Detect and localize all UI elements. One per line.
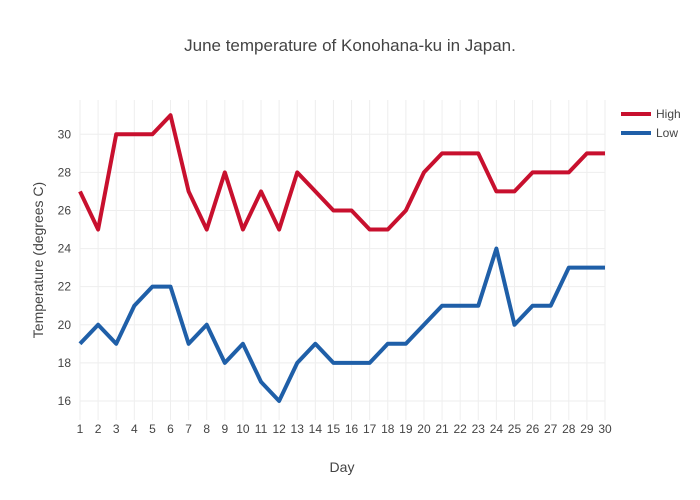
x-tick-label: 14 (309, 422, 323, 436)
y-tick-label: 28 (58, 165, 72, 179)
legend-label-low: Low (656, 126, 678, 140)
x-tick-label: 20 (417, 422, 431, 436)
x-tick-label: 9 (221, 422, 228, 436)
series-line-low (78, 246, 605, 403)
x-tick-label: 18 (381, 422, 395, 436)
legend: High Low (621, 107, 681, 140)
y-tick-label: 20 (58, 318, 72, 332)
x-tick-label: 22 (453, 422, 467, 436)
x-tick-label: 28 (562, 422, 576, 436)
x-tick-label: 6 (167, 422, 174, 436)
x-tick-label: 17 (363, 422, 377, 436)
series-line-high (78, 113, 605, 232)
x-tick-label: 4 (131, 422, 138, 436)
x-tick-label: 24 (490, 422, 504, 436)
x-axis-ticks: 1 2 3 4 5 6 7 8 9 10 11 12 13 14 15 16 17 18 19 20 21 22 23 24 2… (77, 422, 612, 436)
x-tick-label: 10 (236, 422, 250, 436)
legend-label-high: High (656, 107, 681, 121)
x-tick-label: 25 (508, 422, 522, 436)
x-tick-label: 27 (544, 422, 558, 436)
x-tick-label: 29 (580, 422, 594, 436)
y-tick-label: 16 (58, 394, 72, 408)
x-tick-label: 23 (472, 422, 486, 436)
x-tick-label: 26 (526, 422, 540, 436)
y-axis-title: Temperature (degrees C) (30, 182, 46, 338)
grid (79, 100, 606, 420)
series-lines (78, 113, 605, 403)
x-tick-label: 1 (77, 422, 84, 436)
chart-title: June temperature of Konohana-ku in Japan… (184, 36, 516, 55)
x-tick-label: 16 (345, 422, 359, 436)
x-tick-label: 2 (95, 422, 102, 436)
y-axis-ticks: 16 18 20 22 24 26 28 30 (58, 127, 72, 408)
x-axis-title: Day (330, 459, 355, 475)
x-tick-label: 3 (113, 422, 120, 436)
y-tick-label: 24 (58, 242, 72, 256)
x-tick-label: 19 (399, 422, 413, 436)
x-tick-label: 5 (149, 422, 156, 436)
x-tick-label: 11 (255, 422, 268, 436)
x-tick-label: 21 (435, 422, 449, 436)
x-tick-label: 8 (203, 422, 210, 436)
x-tick-label: 7 (185, 422, 192, 436)
y-tick-label: 30 (58, 127, 72, 141)
y-tick-label: 22 (58, 280, 72, 294)
x-tick-label: 13 (291, 422, 305, 436)
x-tick-label: 12 (272, 422, 286, 436)
x-tick-label: 30 (598, 422, 612, 436)
y-tick-label: 26 (58, 203, 72, 217)
y-tick-label: 18 (58, 356, 72, 370)
x-tick-label: 15 (327, 422, 341, 436)
